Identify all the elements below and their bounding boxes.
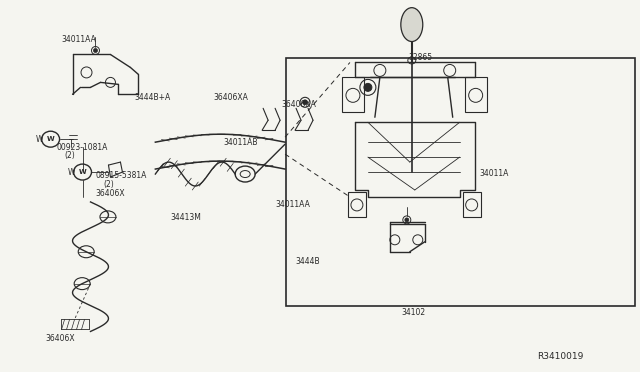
Ellipse shape	[364, 83, 372, 92]
Text: (2): (2)	[65, 151, 76, 160]
Ellipse shape	[405, 218, 409, 222]
Text: 08915-5381A: 08915-5381A	[95, 171, 147, 180]
Text: W: W	[47, 136, 54, 142]
Text: 32865: 32865	[408, 52, 432, 61]
Text: (2): (2)	[104, 180, 115, 189]
Text: R3410019: R3410019	[537, 352, 584, 361]
Text: 36406XA: 36406XA	[213, 93, 248, 102]
Ellipse shape	[93, 48, 97, 52]
Bar	[286, 58, 636, 305]
Text: 34413M: 34413M	[170, 213, 201, 222]
Text: 34011AA: 34011AA	[275, 200, 310, 209]
Text: 36406X: 36406X	[95, 189, 125, 198]
Text: 34011AA: 34011AA	[61, 35, 96, 44]
Bar	[342, 77, 364, 112]
Ellipse shape	[303, 100, 308, 105]
Bar	[465, 77, 486, 112]
Bar	[463, 192, 481, 217]
Text: 3444B+A: 3444B+A	[135, 93, 171, 102]
Text: W: W	[68, 167, 75, 177]
Bar	[348, 192, 366, 217]
Text: 3444B: 3444B	[296, 257, 321, 266]
Text: W: W	[36, 135, 43, 144]
Text: 36406XA: 36406XA	[282, 100, 317, 109]
Ellipse shape	[401, 8, 423, 42]
Text: 34102: 34102	[401, 308, 425, 317]
Text: 34011AB: 34011AB	[223, 138, 257, 147]
Text: 34011A: 34011A	[479, 169, 509, 177]
Text: W: W	[79, 169, 86, 175]
Text: 36406X: 36406X	[45, 334, 75, 343]
Text: 00923-1081A: 00923-1081A	[56, 142, 108, 151]
